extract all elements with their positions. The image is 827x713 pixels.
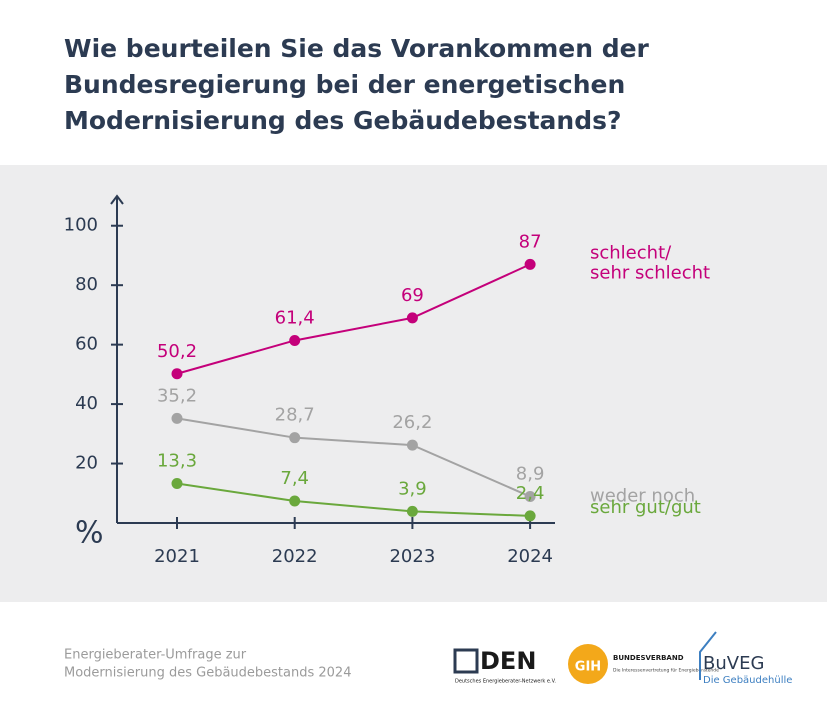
data-label: 7,4 — [280, 468, 309, 489]
data-point — [406, 439, 418, 451]
y-axis-label: % — [75, 516, 104, 551]
title-line: Wie beurteilen Sie das Vorankommen der — [64, 34, 650, 63]
data-point — [524, 258, 536, 270]
legend-label: sehr schlecht — [590, 262, 710, 283]
source: Energieberater-Umfrage zur Modernisierun… — [64, 648, 351, 681]
logo-subtext: Deutsches Energieberater-Netzwerk e.V. — [455, 679, 556, 685]
logo-icon — [568, 644, 608, 684]
data-label: 69 — [401, 285, 424, 306]
plot-band — [0, 165, 827, 602]
y-tick-label: 60 — [75, 334, 98, 355]
y-tick-label: 40 — [75, 393, 98, 414]
series-line — [176, 482, 531, 517]
data-label: 35,2 — [157, 385, 197, 406]
logo-subtext: Die Interessenvertretung für Energiebera… — [613, 668, 719, 674]
data-label: 3,9 — [398, 478, 427, 499]
logo-text: BuVEG — [703, 653, 764, 674]
data-point — [171, 412, 183, 424]
x-tick-label: 2022 — [272, 546, 318, 567]
data-point — [406, 505, 418, 517]
logo-icon — [453, 648, 479, 674]
data-point — [289, 495, 301, 507]
data-label: 13,3 — [157, 450, 197, 471]
legend-label: sehr gut/gut — [590, 497, 701, 518]
data-point — [524, 491, 536, 503]
data-point — [171, 477, 183, 489]
data-label: 50,2 — [157, 341, 197, 362]
series-line — [176, 417, 531, 498]
series-line — [176, 263, 531, 375]
legend-label: weder noch — [590, 486, 695, 507]
data-label: 26,2 — [392, 412, 432, 433]
data-label: 87 — [519, 231, 542, 252]
logo-title: BUNDESVERBAND — [613, 654, 684, 662]
logo-buveg: BuVEG Die Gebäudehülle — [699, 631, 792, 686]
y-axis — [110, 194, 124, 523]
legend-label: schlecht/ — [590, 242, 672, 263]
source-line: Modernisierung des Gebäudebestands 2024 — [64, 666, 351, 681]
data-label: 2,4 — [516, 483, 545, 504]
data-point — [171, 368, 183, 380]
data-label: 8,9 — [516, 464, 545, 485]
title: Wie beurteilen Sie das Vorankommen der B… — [64, 34, 650, 135]
data-label: 61,4 — [275, 307, 315, 328]
data-point — [289, 432, 301, 444]
y-tick-label: 20 — [75, 453, 98, 474]
title-line: Modernisierung des Gebäudebestands? — [64, 106, 621, 135]
data-point — [406, 312, 418, 324]
logo-subtext: Die Gebäudehülle — [703, 675, 792, 686]
logo-text: DEN — [480, 647, 536, 675]
title-line: Bundesregierung bei der energetischen — [64, 70, 625, 99]
logo-icon — [699, 631, 717, 680]
y-tick-label: 100 — [64, 215, 98, 236]
data-point — [524, 510, 536, 522]
x-tick-label: 2023 — [389, 546, 435, 567]
logo-text: GIH — [575, 660, 601, 675]
x-tick-label: 2024 — [507, 546, 553, 567]
x-tick-label: 2021 — [154, 546, 200, 567]
logo-gih: GIH BUNDESVERBAND Die Interessenvertretu… — [568, 644, 719, 684]
source-line: Energieberater-Umfrage zur — [64, 648, 247, 663]
logo-den: DEN Deutsches Energieberater-Netzwerk e.… — [453, 647, 556, 685]
data-point — [289, 334, 301, 346]
y-tick-label: 80 — [75, 274, 98, 295]
data-label: 28,7 — [275, 405, 315, 426]
